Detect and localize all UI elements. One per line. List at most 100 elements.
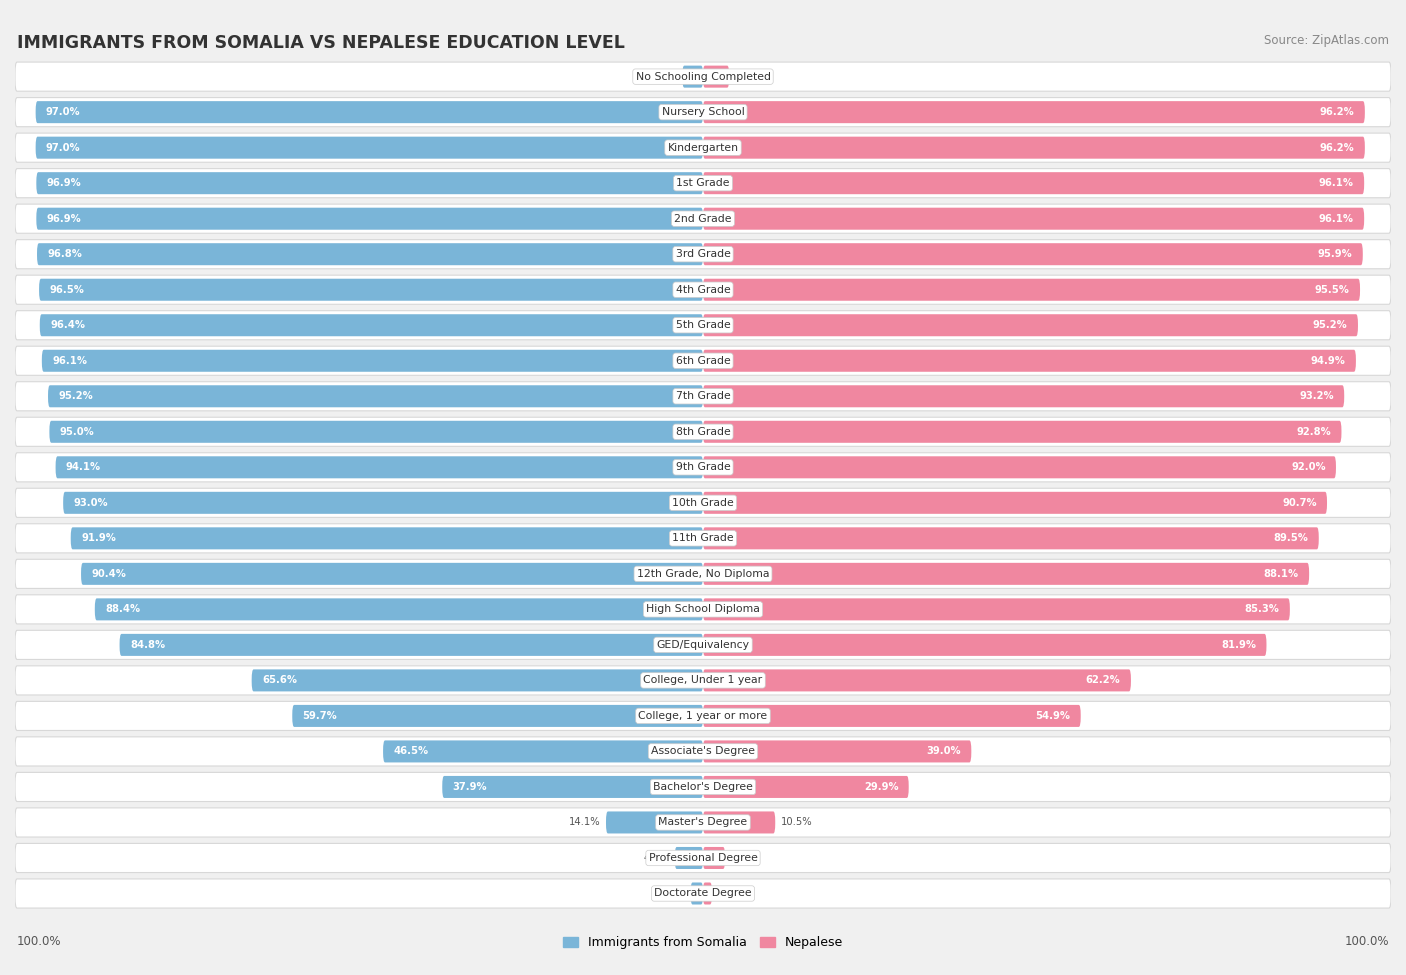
FancyBboxPatch shape xyxy=(703,208,1364,230)
Text: 96.1%: 96.1% xyxy=(52,356,87,366)
Text: 89.5%: 89.5% xyxy=(1274,533,1309,543)
Text: 93.2%: 93.2% xyxy=(1299,391,1334,402)
Text: 95.2%: 95.2% xyxy=(1313,320,1348,331)
Text: 46.5%: 46.5% xyxy=(394,747,429,757)
Text: 3rd Grade: 3rd Grade xyxy=(675,250,731,259)
FancyBboxPatch shape xyxy=(15,595,1391,624)
FancyBboxPatch shape xyxy=(42,350,703,371)
FancyBboxPatch shape xyxy=(49,421,703,443)
Text: 5th Grade: 5th Grade xyxy=(676,320,730,331)
FancyBboxPatch shape xyxy=(703,101,1365,123)
FancyBboxPatch shape xyxy=(15,204,1391,233)
Text: Professional Degree: Professional Degree xyxy=(648,853,758,863)
FancyBboxPatch shape xyxy=(63,491,703,514)
Text: 81.9%: 81.9% xyxy=(1222,640,1256,650)
Text: 95.9%: 95.9% xyxy=(1317,250,1353,259)
Text: 88.4%: 88.4% xyxy=(105,604,141,614)
FancyBboxPatch shape xyxy=(703,136,1365,159)
FancyBboxPatch shape xyxy=(15,737,1391,766)
FancyBboxPatch shape xyxy=(703,776,908,798)
Text: 10th Grade: 10th Grade xyxy=(672,498,734,508)
FancyBboxPatch shape xyxy=(703,847,725,869)
Text: 94.9%: 94.9% xyxy=(1310,356,1346,366)
FancyBboxPatch shape xyxy=(15,843,1391,873)
Text: 4.1%: 4.1% xyxy=(644,853,669,863)
Text: 95.2%: 95.2% xyxy=(58,391,93,402)
Text: 96.1%: 96.1% xyxy=(1319,178,1354,188)
FancyBboxPatch shape xyxy=(703,279,1360,300)
Text: 37.9%: 37.9% xyxy=(453,782,488,792)
Text: 12th Grade, No Diploma: 12th Grade, No Diploma xyxy=(637,568,769,579)
FancyBboxPatch shape xyxy=(15,62,1391,92)
Text: 84.8%: 84.8% xyxy=(129,640,165,650)
FancyBboxPatch shape xyxy=(703,670,1130,691)
Text: 96.8%: 96.8% xyxy=(48,250,82,259)
FancyBboxPatch shape xyxy=(675,847,703,869)
FancyBboxPatch shape xyxy=(703,456,1336,479)
Text: 90.4%: 90.4% xyxy=(91,568,127,579)
Text: High School Diploma: High School Diploma xyxy=(647,604,759,614)
Text: 97.0%: 97.0% xyxy=(46,107,80,117)
FancyBboxPatch shape xyxy=(15,630,1391,659)
FancyBboxPatch shape xyxy=(703,421,1341,443)
FancyBboxPatch shape xyxy=(703,527,1319,549)
Text: 96.9%: 96.9% xyxy=(46,178,82,188)
FancyBboxPatch shape xyxy=(703,243,1362,265)
Text: 6th Grade: 6th Grade xyxy=(676,356,730,366)
Text: 4th Grade: 4th Grade xyxy=(676,285,730,294)
FancyBboxPatch shape xyxy=(70,527,703,549)
FancyBboxPatch shape xyxy=(15,134,1391,162)
FancyBboxPatch shape xyxy=(35,101,703,123)
Text: 65.6%: 65.6% xyxy=(262,676,297,685)
FancyBboxPatch shape xyxy=(48,385,703,408)
Text: 3.0%: 3.0% xyxy=(652,71,676,82)
Text: Nursery School: Nursery School xyxy=(662,107,744,117)
FancyBboxPatch shape xyxy=(703,65,730,88)
Text: 96.2%: 96.2% xyxy=(1320,107,1354,117)
FancyBboxPatch shape xyxy=(37,173,703,194)
FancyBboxPatch shape xyxy=(703,599,1289,620)
FancyBboxPatch shape xyxy=(15,666,1391,695)
FancyBboxPatch shape xyxy=(39,279,703,300)
Text: 92.8%: 92.8% xyxy=(1296,427,1331,437)
FancyBboxPatch shape xyxy=(703,705,1081,727)
FancyBboxPatch shape xyxy=(35,136,703,159)
Text: 96.2%: 96.2% xyxy=(1320,142,1354,153)
Text: 95.0%: 95.0% xyxy=(59,427,94,437)
FancyBboxPatch shape xyxy=(443,776,703,798)
FancyBboxPatch shape xyxy=(15,488,1391,518)
FancyBboxPatch shape xyxy=(682,65,703,88)
Text: 54.9%: 54.9% xyxy=(1035,711,1070,721)
Text: 92.0%: 92.0% xyxy=(1291,462,1326,472)
Text: 59.7%: 59.7% xyxy=(302,711,337,721)
FancyBboxPatch shape xyxy=(37,208,703,230)
FancyBboxPatch shape xyxy=(703,385,1344,408)
Text: 11th Grade: 11th Grade xyxy=(672,533,734,543)
Text: Source: ZipAtlas.com: Source: ZipAtlas.com xyxy=(1264,34,1389,47)
FancyBboxPatch shape xyxy=(703,350,1355,371)
Text: 88.1%: 88.1% xyxy=(1264,568,1299,579)
Text: 95.5%: 95.5% xyxy=(1315,285,1350,294)
Text: 100.0%: 100.0% xyxy=(1344,935,1389,948)
Text: Bachelor's Degree: Bachelor's Degree xyxy=(652,782,754,792)
FancyBboxPatch shape xyxy=(690,882,703,905)
FancyBboxPatch shape xyxy=(15,772,1391,801)
FancyBboxPatch shape xyxy=(15,311,1391,340)
FancyBboxPatch shape xyxy=(15,452,1391,482)
Text: 96.9%: 96.9% xyxy=(46,214,82,223)
FancyBboxPatch shape xyxy=(15,524,1391,553)
FancyBboxPatch shape xyxy=(606,811,703,834)
Text: 97.0%: 97.0% xyxy=(46,142,80,153)
Text: 100.0%: 100.0% xyxy=(17,935,62,948)
Text: 1st Grade: 1st Grade xyxy=(676,178,730,188)
Text: 1.8%: 1.8% xyxy=(659,888,685,899)
Text: 96.4%: 96.4% xyxy=(51,320,86,331)
Text: Kindergarten: Kindergarten xyxy=(668,142,738,153)
Text: 91.9%: 91.9% xyxy=(82,533,115,543)
Text: 96.1%: 96.1% xyxy=(1319,214,1354,223)
FancyBboxPatch shape xyxy=(15,560,1391,589)
FancyBboxPatch shape xyxy=(703,634,1267,656)
Text: 9th Grade: 9th Grade xyxy=(676,462,730,472)
Text: 29.9%: 29.9% xyxy=(863,782,898,792)
Text: 7th Grade: 7th Grade xyxy=(676,391,730,402)
